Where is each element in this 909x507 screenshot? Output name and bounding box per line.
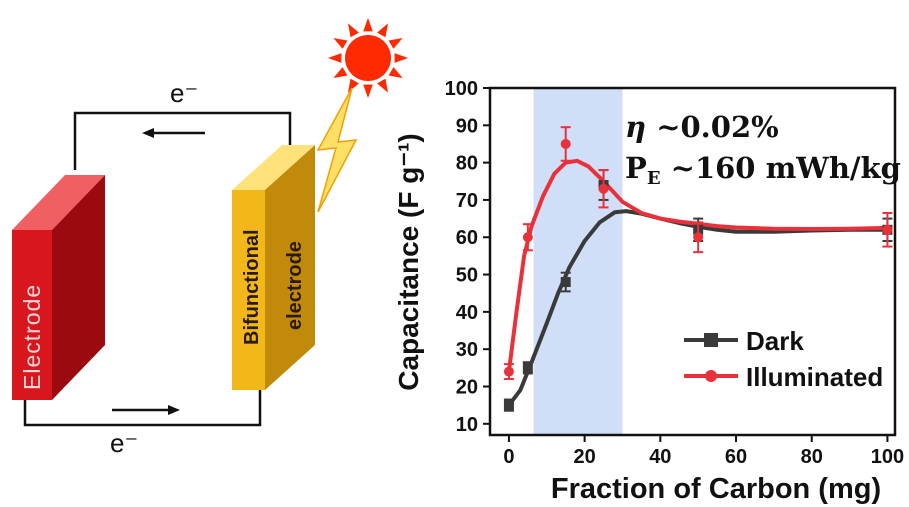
legend-label-illuminated: Illuminated: [746, 362, 883, 392]
legend: Dark Illuminated: [684, 326, 883, 392]
y-tick-label: 80: [456, 153, 478, 175]
efficiency-annotation: η ~0.02%: [625, 110, 779, 144]
circuit-wire-top: [73, 111, 292, 170]
power-density-annotation: PE ~160 mWh/kg: [625, 151, 901, 189]
sun-ray: [377, 78, 388, 93]
plot-frame: [488, 86, 897, 437]
bifunctional-label-line2: electrode: [284, 241, 306, 330]
series-line-dark: [507, 209, 888, 407]
electrode-label: Electrode: [19, 284, 45, 390]
circuit-wire-bottom: [23, 388, 262, 427]
sun-ray: [333, 38, 348, 49]
data-point-illuminated: [560, 126, 571, 162]
y-tick-label: 40: [456, 302, 478, 324]
x-tick-label: 80: [801, 446, 823, 468]
y-tick-label: 100: [445, 78, 478, 100]
data-point-dark: [522, 361, 533, 375]
sun-ray: [333, 67, 348, 78]
capacitance-chart: 0 20 40 60 80 100 10 20 30 40 50 60 70 80 90 100 Fracti…: [393, 78, 904, 505]
x-tick-label: 100: [871, 446, 904, 468]
legend-entry-illuminated: Illuminated: [684, 362, 883, 392]
data-point-dark: [503, 398, 514, 412]
x-tick-label: 60: [725, 446, 747, 468]
sun-ray: [328, 53, 342, 63]
sun-ray: [363, 18, 373, 32]
electron-flow-arrow-top: [142, 128, 205, 138]
sun-ray: [377, 23, 388, 38]
sun-ray: [388, 67, 403, 78]
x-tick-label: 20: [574, 446, 596, 468]
y-tick-label: 90: [456, 115, 478, 137]
data-point-illuminated: [503, 363, 514, 381]
electron-flow-arrow-bottom: [112, 405, 180, 415]
sun-ray: [348, 23, 359, 38]
y-tick-label: 70: [456, 190, 478, 212]
sun-ray: [348, 78, 359, 93]
sun-icon: [328, 18, 408, 98]
y-tick-label: 60: [456, 227, 478, 249]
sun-ray: [388, 38, 403, 49]
electrode-block: Electrode: [12, 175, 105, 400]
data-point-illuminated: [598, 169, 609, 209]
sun-ray: [394, 53, 408, 63]
data-point-dark: [560, 271, 571, 293]
lightning-icon: [316, 87, 358, 213]
data-point-illuminated: [522, 223, 533, 252]
series-line-illuminated: [506, 158, 888, 372]
bifunctional-label-line1: Bifunctional: [241, 229, 263, 345]
y-tick-label: 50: [456, 265, 478, 287]
y-tick-label: 20: [456, 376, 478, 398]
highlight-region: [533, 88, 623, 435]
device-schematic: e⁻ e⁻ Electrode Bifunctional electrode: [12, 18, 408, 458]
electron-label-bottom: e⁻: [110, 428, 138, 458]
legend-entry-dark: Dark: [684, 326, 804, 356]
electron-label-top: e⁻: [170, 78, 198, 108]
data-point-illuminated: [693, 221, 704, 254]
y-axis-label: Capacitance (F g⁻¹): [393, 133, 424, 390]
legend-label-dark: Dark: [746, 326, 804, 356]
sun-ray: [363, 84, 373, 98]
bifunctional-electrode-block: Bifunctional electrode: [232, 145, 315, 390]
x-tick-label: 0: [503, 446, 514, 468]
y-tick-label: 30: [456, 339, 478, 361]
x-tick-label: 40: [649, 446, 671, 468]
y-tick-label: 10: [456, 414, 478, 436]
x-axis-label: Fraction of Carbon (mg): [551, 473, 881, 505]
data-point-illuminated: [882, 211, 893, 248]
